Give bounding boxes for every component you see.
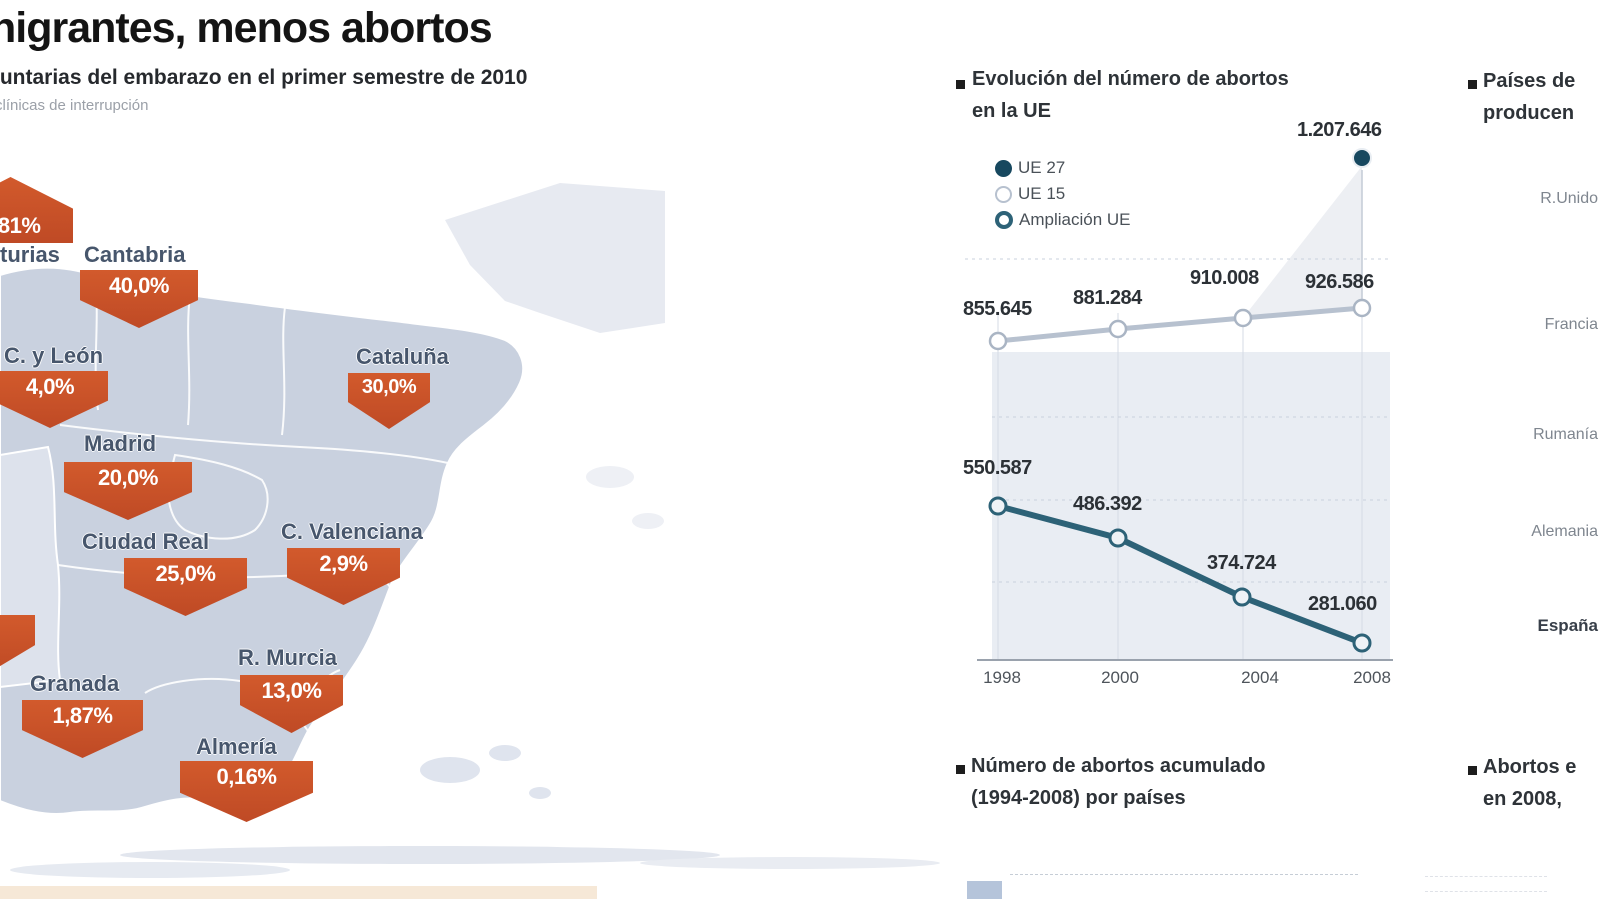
page-subtitle: luntarias del embarazo en el primer seme… <box>0 66 528 89</box>
country-label-francia: Francia <box>1544 316 1598 333</box>
evolution-chart-title-line2: en la UE <box>972 100 1051 122</box>
countries-title-line2: producen <box>1483 102 1575 124</box>
dashed-rule <box>1425 876 1547 877</box>
x-tick-1998: 1998 <box>983 668 1021 687</box>
plot-background <box>992 352 1390 660</box>
dashed-rule <box>1010 874 1358 875</box>
vertical-gridlines <box>997 313 1363 660</box>
ampliacion-ring-icon <box>995 211 1013 229</box>
x-tick-2000: 2000 <box>1101 668 1139 687</box>
bottom-right-title-line1: Abortos e <box>1483 756 1577 778</box>
chart-legend: UE 27 UE 15 Ampliación UE <box>995 155 1131 233</box>
countries-title-line1: Países de <box>1483 70 1576 92</box>
bottom-right-title-line2: en 2008, <box>1483 788 1562 810</box>
value-ue15-2008: 926.586 <box>1305 271 1374 293</box>
accumulated-title-line1: Número de abortos acumulado <box>971 755 1266 777</box>
ue15-markers <box>988 298 1372 351</box>
ue15-line <box>997 305 1363 344</box>
country-label-alemania: Alemania <box>1531 523 1598 540</box>
bullet-icon <box>956 80 965 89</box>
islands <box>420 466 664 799</box>
bar-chart-stub <box>967 881 1002 899</box>
value-ue15-1998: 855.645 <box>963 298 1032 320</box>
accumulated-title-line2: (1994-2008) por países <box>971 787 1186 809</box>
value-ampl-2004: 374.724 <box>1207 552 1276 574</box>
ue27-point <box>1352 148 1372 168</box>
ampliacion-line <box>997 503 1364 646</box>
value-ampl-2008: 281.060 <box>1308 593 1377 615</box>
legend-item-ue15: UE 15 <box>995 181 1131 207</box>
country-label-runido: R.Unido <box>1540 190 1598 207</box>
bullet-icon <box>1468 766 1477 775</box>
value-ampl-2000: 486.392 <box>1073 493 1142 515</box>
dashed-gridlines <box>965 258 1390 583</box>
ue27-dot-icon <box>995 159 1012 177</box>
legend-item-ue27: UE 27 <box>995 155 1131 181</box>
evolution-chart-title-line1: Evolución del número de abortos <box>972 68 1289 90</box>
country-label-espana: España <box>1537 616 1598 635</box>
source-note: clínicas de interrupción <box>0 97 149 114</box>
bullet-icon <box>1468 80 1477 89</box>
bullet-icon <box>956 765 965 774</box>
page-title: nigrantes, menos abortos <box>0 4 493 52</box>
country-label-rumania: Rumanía <box>1533 426 1598 443</box>
coast-streaks <box>10 846 940 878</box>
value-ampl-1998: 550.587 <box>963 457 1032 479</box>
value-ue15-2000: 881.284 <box>1073 287 1142 309</box>
evolution-line-chart <box>965 148 1393 661</box>
ue15-circle-icon <box>995 185 1012 203</box>
value-ue15-2004: 910.008 <box>1190 267 1259 289</box>
france-shape <box>445 183 665 333</box>
x-tick-2004: 2004 <box>1241 668 1279 687</box>
value-ue27-2008: 1.207.646 <box>1297 119 1382 141</box>
x-tick-2008: 2008 <box>1353 668 1391 687</box>
ampliacion-markers <box>988 496 1372 653</box>
ue27-wedge <box>1243 166 1362 318</box>
legend-item-ampliacion: Ampliación UE <box>995 207 1131 233</box>
beige-band <box>0 886 597 899</box>
dashed-rule <box>1425 891 1547 892</box>
